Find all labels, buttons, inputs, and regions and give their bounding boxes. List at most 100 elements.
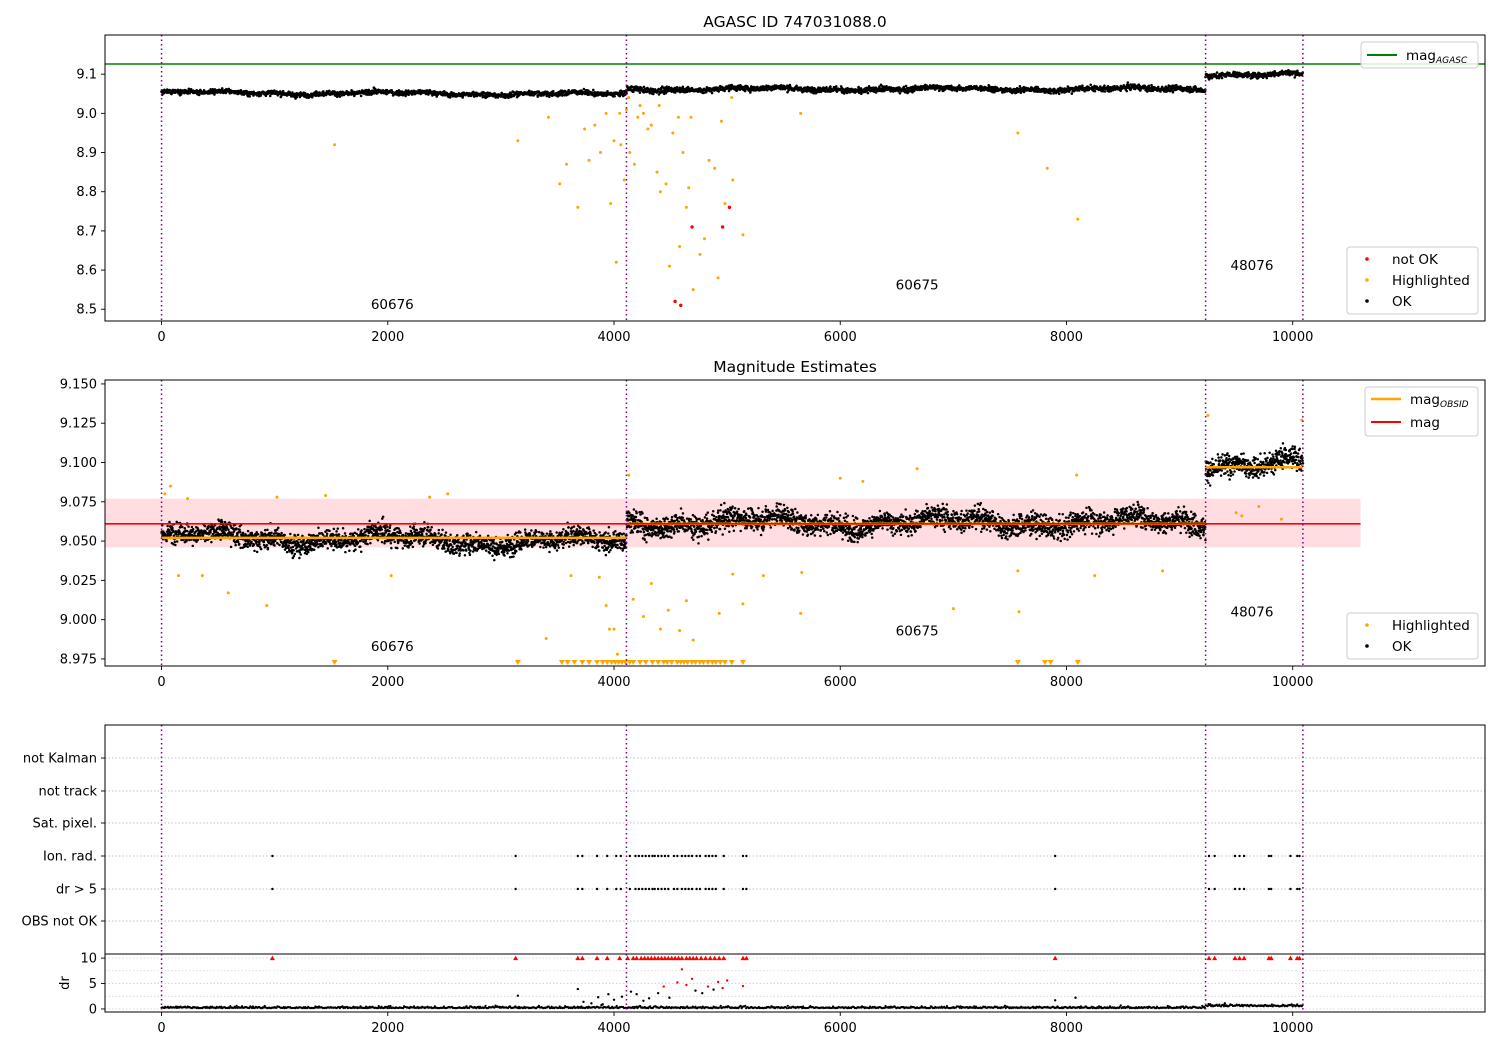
ok-point [359, 550, 363, 553]
ok-point [285, 543, 288, 546]
ok-point [795, 84, 798, 88]
ok-point [209, 531, 212, 534]
ok-point [171, 526, 174, 530]
ok-point [174, 543, 177, 547]
ok-point [292, 548, 295, 552]
ok-point [291, 545, 295, 549]
ok-point [191, 544, 195, 548]
highlighted-point [641, 111, 645, 115]
ok-point [468, 553, 472, 557]
ok-point [324, 93, 328, 97]
ok-point [462, 534, 465, 537]
ok-point [592, 88, 595, 92]
highlighted-point [684, 205, 688, 209]
ok-point [441, 528, 444, 532]
ok-point [465, 549, 468, 552]
x-tick-label: 4000 [597, 330, 630, 345]
ok-point [183, 527, 186, 530]
ok-point [239, 530, 242, 534]
highlighted-point [636, 115, 640, 119]
ok-point [293, 552, 297, 556]
ok-point [459, 547, 462, 550]
obsid-label: 60675 [896, 278, 939, 294]
ok-point [203, 524, 207, 528]
legend-label-ok: OK [1392, 294, 1413, 310]
ok-point [388, 526, 392, 530]
ok-point [283, 533, 286, 537]
ok-point [440, 533, 443, 536]
ok-point [404, 94, 407, 98]
ok-point [410, 531, 414, 535]
ok-point [386, 525, 389, 528]
ok-point [411, 545, 415, 549]
ok-point [1125, 89, 1129, 93]
ok-point [332, 527, 336, 531]
highlighted-point [638, 104, 642, 108]
ok-point [567, 88, 570, 92]
ok-point [327, 89, 331, 93]
highlighted-point [604, 111, 608, 115]
ok-point [229, 545, 233, 549]
y-tick-label: 8.9 [76, 146, 97, 161]
highlighted-point [618, 111, 622, 115]
ok-point [638, 91, 642, 94]
ok-point [551, 89, 555, 93]
ok-point [235, 527, 238, 530]
ok-point [458, 554, 461, 557]
ok-point [289, 532, 292, 536]
ok-point [316, 542, 319, 546]
ok-point [1156, 85, 1160, 89]
ok-point [280, 531, 283, 535]
ok-point [287, 544, 291, 547]
ok-point [352, 94, 356, 98]
ok-point [265, 544, 269, 547]
ok-point [173, 540, 177, 544]
ok-point [425, 532, 428, 536]
ok-point [220, 87, 224, 90]
y-tick-label: 8.8 [76, 185, 97, 200]
panel2-title: Magnitude Estimates [713, 358, 877, 376]
ok-point [449, 552, 452, 555]
highlighted-point [687, 186, 691, 190]
ok-point [299, 553, 302, 556]
ok-point [388, 529, 391, 533]
ok-point [401, 547, 405, 550]
ok-point [375, 530, 379, 534]
ok-point [497, 549, 500, 553]
legend-marker-ok [1365, 299, 1369, 303]
ok-point [278, 543, 281, 547]
ok-point [1126, 81, 1130, 84]
highlighted-point [655, 170, 659, 174]
ok-point [231, 533, 235, 536]
ok-point [255, 530, 258, 534]
ok-point [462, 549, 465, 552]
ok-point [834, 85, 838, 88]
ok-point [273, 539, 277, 543]
ok-point [369, 541, 372, 545]
ok-point [484, 549, 488, 552]
ok-point [270, 531, 273, 534]
ok-point [321, 533, 325, 536]
ok-point [455, 534, 459, 537]
ok-point [444, 531, 448, 534]
ok-point [381, 515, 385, 519]
ok-point [466, 532, 469, 536]
ok-point [675, 86, 679, 89]
ok-point [437, 532, 440, 535]
ok-point [443, 547, 446, 550]
ok-point [1164, 85, 1168, 89]
ok-point [360, 529, 363, 532]
ok-point [384, 526, 387, 530]
ok-point [338, 95, 342, 98]
ok-point [500, 540, 504, 544]
highlighted-point [612, 139, 616, 143]
ok-point [277, 526, 280, 530]
highlighted-point [716, 276, 720, 280]
ok-point [1293, 76, 1297, 79]
highlighted-point [703, 237, 707, 241]
ok-point [1093, 89, 1097, 93]
ok-point [273, 544, 276, 547]
ok-point [190, 525, 194, 529]
ok-point [434, 532, 437, 536]
ok-point [866, 91, 870, 95]
